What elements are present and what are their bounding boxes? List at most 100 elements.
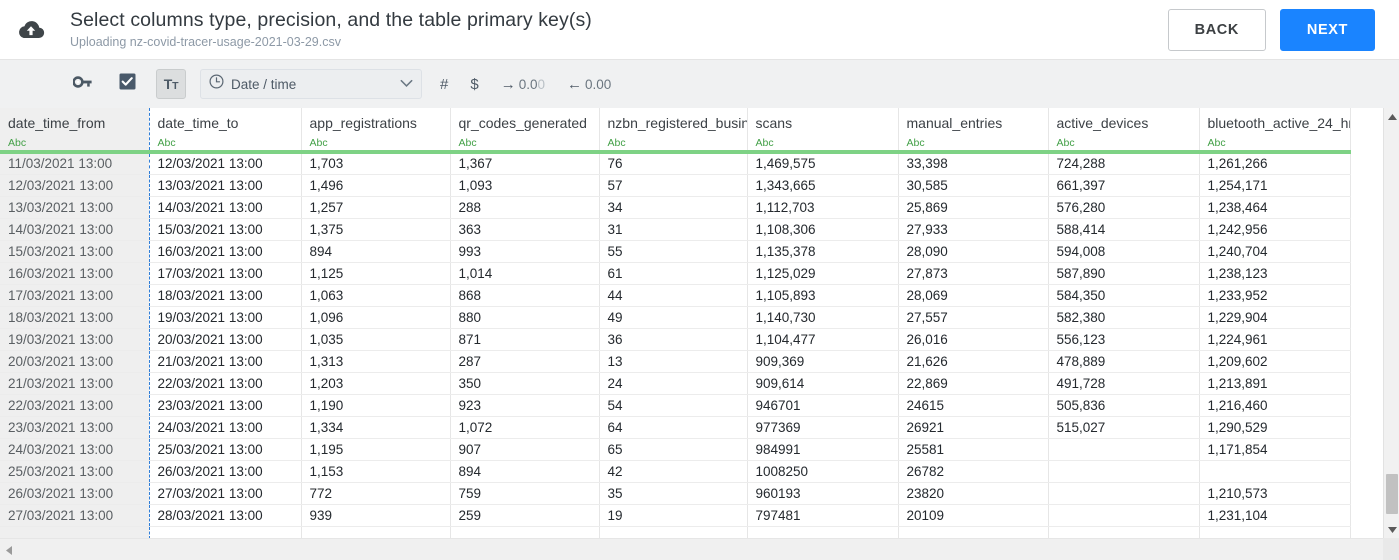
table-cell[interactable]: 1,703: [301, 152, 451, 175]
table-cell[interactable]: 993: [450, 240, 600, 263]
primary-key-button[interactable]: [68, 69, 98, 99]
table-cell[interactable]: 350: [450, 372, 600, 395]
table-cell[interactable]: 1,290,529: [1199, 416, 1351, 439]
table-cell[interactable]: 1,140,730: [747, 306, 899, 329]
table-cell[interactable]: 35: [599, 482, 748, 505]
table-cell[interactable]: [1048, 526, 1200, 538]
table-cell[interactable]: 30,585: [898, 174, 1049, 197]
table-cell[interactable]: 24/03/2021 13:00: [149, 416, 302, 439]
table-cell[interactable]: 21,626: [898, 350, 1049, 373]
table-cell[interactable]: 61: [599, 262, 748, 285]
table-cell[interactable]: 27/03/2021 13:00: [149, 482, 302, 505]
table-cell[interactable]: 1,257: [301, 196, 451, 219]
table-cell[interactable]: 946701: [747, 394, 899, 417]
table-cell[interactable]: 960193: [747, 482, 899, 505]
table-cell[interactable]: 26/03/2021 13:00: [149, 460, 302, 483]
table-cell[interactable]: 1,096: [301, 306, 451, 329]
table-cell[interactable]: 13/03/2021 13:00: [149, 174, 302, 197]
table-cell[interactable]: 11/03/2021 13:00: [0, 152, 150, 175]
table-cell[interactable]: 1,216,460: [1199, 394, 1351, 417]
table-cell[interactable]: 18/03/2021 13:00: [0, 306, 150, 329]
table-cell[interactable]: 28,090: [898, 240, 1049, 263]
table-cell[interactable]: 594,008: [1048, 240, 1200, 263]
column-header-bluetooth_active_24_hr_[interactable]: bluetooth_active_24_hr_ Abc: [1199, 108, 1351, 154]
table-row[interactable]: 19/03/2021 13:00 20/03/2021 13:00 1,035 871…: [0, 328, 1351, 351]
table-cell[interactable]: [1048, 438, 1200, 461]
table-cell[interactable]: 759: [450, 482, 600, 505]
table-cell[interactable]: 19/03/2021 13:00: [0, 328, 150, 351]
back-button[interactable]: BACK: [1167, 8, 1266, 51]
table-cell[interactable]: 24615: [898, 394, 1049, 417]
table-cell[interactable]: 20/03/2021 13:00: [0, 350, 150, 373]
table-cell[interactable]: 20109: [898, 504, 1049, 527]
table-cell[interactable]: 1,496: [301, 174, 451, 197]
table-cell[interactable]: 26921: [898, 416, 1049, 439]
table-cell[interactable]: [301, 526, 451, 538]
table-cell[interactable]: 1,153: [301, 460, 451, 483]
table-cell[interactable]: 1,213,891: [1199, 372, 1351, 395]
table-cell[interactable]: 1,035: [301, 328, 451, 351]
table-cell[interactable]: 1,238,464: [1199, 196, 1351, 219]
table-cell[interactable]: 25/03/2021 13:00: [0, 460, 150, 483]
table-cell[interactable]: 923: [450, 394, 600, 417]
next-button[interactable]: NEXT: [1279, 8, 1375, 51]
table-cell[interactable]: 259: [450, 504, 600, 527]
table-cell[interactable]: 1,233,952: [1199, 284, 1351, 307]
table-cell[interactable]: 1,014: [450, 262, 600, 285]
table-cell[interactable]: 49: [599, 306, 748, 329]
table-cell[interactable]: 1,195: [301, 438, 451, 461]
currency-type-button[interactable]: $: [470, 76, 478, 93]
table-cell[interactable]: 36: [599, 328, 748, 351]
table-cell[interactable]: 880: [450, 306, 600, 329]
table-cell[interactable]: 661,397: [1048, 174, 1200, 197]
table-cell[interactable]: 28/03/2021 13:00: [149, 504, 302, 527]
table-cell[interactable]: 24: [599, 372, 748, 395]
table-cell[interactable]: 26782: [898, 460, 1049, 483]
column-header-date_time_to[interactable]: date_time_to Abc: [149, 108, 302, 154]
table-cell[interactable]: 907: [450, 438, 600, 461]
table-cell[interactable]: 909,614: [747, 372, 899, 395]
table-cell[interactable]: 587,890: [1048, 262, 1200, 285]
table-cell[interactable]: 13/03/2021 13:00: [0, 196, 150, 219]
table-row[interactable]: 11/03/2021 13:00 12/03/2021 13:00 1,703 1,3…: [0, 152, 1351, 175]
nullable-checkbox[interactable]: [112, 69, 142, 99]
table-cell[interactable]: [747, 526, 899, 538]
table-cell[interactable]: 31: [599, 218, 748, 241]
table-cell[interactable]: 14/03/2021 13:00: [149, 196, 302, 219]
table-cell[interactable]: 25,869: [898, 196, 1049, 219]
table-cell[interactable]: 491,728: [1048, 372, 1200, 395]
table-cell[interactable]: 1,240,704: [1199, 240, 1351, 263]
table-row[interactable]: [0, 526, 1351, 538]
table-cell[interactable]: 363: [450, 218, 600, 241]
table-cell[interactable]: 1,125: [301, 262, 451, 285]
table-cell[interactable]: 26/03/2021 13:00: [0, 482, 150, 505]
table-cell[interactable]: 582,380: [1048, 306, 1200, 329]
table-row[interactable]: 20/03/2021 13:00 21/03/2021 13:00 1,313 287…: [0, 350, 1351, 373]
decrease-precision-button[interactable]: ← 0.00: [567, 76, 611, 93]
table-cell[interactable]: 27,933: [898, 218, 1049, 241]
table-cell[interactable]: 287: [450, 350, 600, 373]
table-row[interactable]: 24/03/2021 13:00 25/03/2021 13:00 1,195 907…: [0, 438, 1351, 461]
table-cell[interactable]: [1199, 460, 1351, 483]
table-cell[interactable]: [599, 526, 748, 538]
table-row[interactable]: 27/03/2021 13:00 28/03/2021 13:00 939 259 19…: [0, 504, 1351, 527]
table-cell[interactable]: 28,069: [898, 284, 1049, 307]
table-cell[interactable]: 977369: [747, 416, 899, 439]
table-cell[interactable]: 20/03/2021 13:00: [149, 328, 302, 351]
table-cell[interactable]: 1,072: [450, 416, 600, 439]
table-row[interactable]: 16/03/2021 13:00 17/03/2021 13:00 1,125 1,0…: [0, 262, 1351, 285]
table-cell[interactable]: 16/03/2021 13:00: [149, 240, 302, 263]
column-header-active_devices[interactable]: active_devices Abc: [1048, 108, 1200, 154]
table-cell[interactable]: 1,112,703: [747, 196, 899, 219]
vertical-scrollbar[interactable]: [1383, 108, 1399, 538]
table-row[interactable]: 15/03/2021 13:00 16/03/2021 13:00 894 993 55…: [0, 240, 1351, 263]
text-type-button[interactable]: TT: [156, 69, 186, 99]
table-cell[interactable]: 17/03/2021 13:00: [149, 262, 302, 285]
table-cell[interactable]: 13: [599, 350, 748, 373]
table-cell[interactable]: 909,369: [747, 350, 899, 373]
table-cell[interactable]: [1048, 482, 1200, 505]
table-cell[interactable]: 1,261,266: [1199, 152, 1351, 175]
table-cell[interactable]: 18/03/2021 13:00: [149, 284, 302, 307]
table-cell[interactable]: 19: [599, 504, 748, 527]
table-cell[interactable]: 797481: [747, 504, 899, 527]
